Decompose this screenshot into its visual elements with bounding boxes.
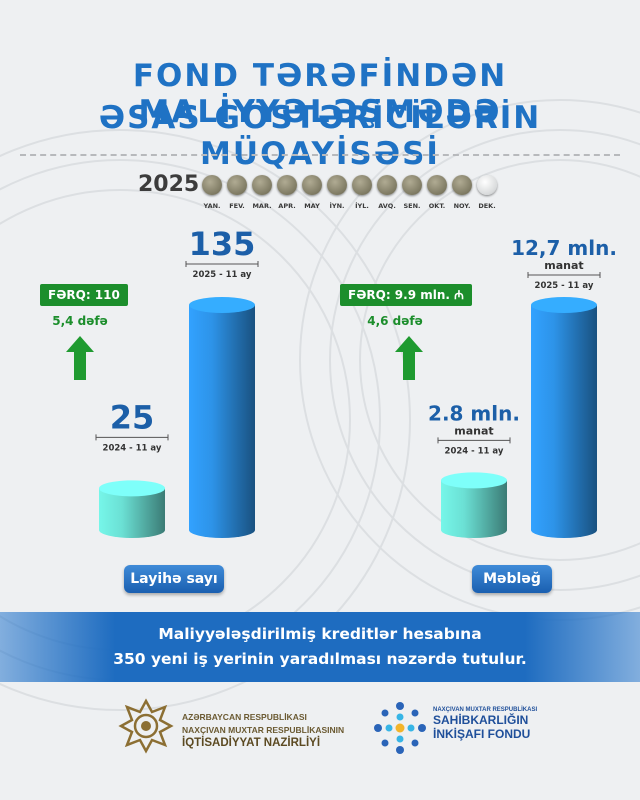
month-1: YAN. <box>200 175 224 210</box>
info-banner: Maliyyələşdirilmiş kreditlər hesabına 35… <box>0 612 640 682</box>
month-label: NOY. <box>453 202 471 210</box>
period-label: 2024 - 11 ay <box>445 446 504 456</box>
month-dot <box>202 175 222 195</box>
bar-top <box>531 297 597 313</box>
divider <box>20 154 620 156</box>
month-label: MAR. <box>252 202 272 210</box>
period-label: 2025 - 11 ay <box>193 270 252 280</box>
month-11: NOY. <box>450 175 474 210</box>
month-3: MAR. <box>250 175 274 210</box>
fund-line-3: İNKİŞAFI FONDU <box>433 727 531 741</box>
emblem-icon <box>118 698 174 754</box>
month-7: İYL. <box>350 175 374 210</box>
difference-badge-count: FƏRQ: 110 <box>40 284 128 306</box>
month-dot <box>427 175 447 195</box>
month-4: APR. <box>275 175 299 210</box>
category-label-count: Layihə sayı <box>124 565 224 593</box>
month-label: İYL. <box>355 202 369 210</box>
month-9: SEN. <box>400 175 424 210</box>
ratio-count: 5,4 dəfə <box>52 314 108 328</box>
month-label: MAY <box>304 202 320 210</box>
month-label: İYN. <box>329 202 345 210</box>
month-label: DEK. <box>478 202 496 210</box>
difference-badge-amount: FƏRQ: 9.9 mln. ₼ <box>340 284 472 306</box>
month-dot <box>352 175 372 195</box>
month-5: MAY <box>300 175 324 210</box>
bar-top <box>441 472 507 489</box>
fund-line-2: SAHİBKARLIĞIN <box>433 713 529 727</box>
unit-label: manat <box>454 424 493 437</box>
month-6: İYN. <box>325 175 349 210</box>
month-dot <box>252 175 272 195</box>
up-arrow-icon <box>66 336 94 380</box>
bar-top <box>189 297 255 313</box>
category-label-amount: Məbləğ <box>472 565 552 593</box>
month-dot <box>227 175 247 195</box>
banner-line-2: 350 yeni iş yerinin yaradılması nəzərdə … <box>113 650 527 668</box>
month-dot <box>302 175 322 195</box>
month-2: FEV. <box>225 175 249 210</box>
month-dot <box>477 175 497 195</box>
data-label: 12,7 mln. <box>511 236 617 260</box>
data-label: 25 <box>110 398 155 436</box>
up-arrow-icon <box>395 336 423 380</box>
ministry-line-3: İQTİSADİYYAT NAZİRLİYİ <box>182 737 321 749</box>
month-timeline: YAN. FEV. MAR. APR. MAY İYN. İYL. AVQ. SEN. OKT. N… <box>200 175 510 215</box>
bar-top <box>99 480 165 497</box>
month-8: AVQ. <box>375 175 399 210</box>
month-label: AVQ. <box>378 202 396 210</box>
month-10: OKT. <box>425 175 449 210</box>
ministry-line-2: NAXÇIVAN MUXTAR RESPUBLİKASININ <box>182 725 345 735</box>
data-label: 2.8 mln. <box>428 401 520 425</box>
month-12: DEK. <box>475 175 499 210</box>
month-label: FEV. <box>229 202 245 210</box>
month-dot <box>402 175 422 195</box>
month-label: SEN. <box>403 202 421 210</box>
ministry-name: AZƏRBAYCAN RESPUBLİKASI NAXÇIVAN MUXTAR … <box>182 711 344 750</box>
bar <box>99 488 165 538</box>
month-dot <box>327 175 347 195</box>
bar <box>441 480 507 538</box>
fund-logo-icon <box>374 702 426 754</box>
month-label: YAN. <box>203 202 221 210</box>
period-label: 2025 - 11 ay <box>535 281 594 291</box>
fund-name: NAXÇIVAN MUXTAR RESPUBLİKASI SAHİBKARLIĞ… <box>433 707 537 741</box>
data-label: 135 <box>189 225 256 263</box>
bar <box>531 305 597 538</box>
month-dot <box>277 175 297 195</box>
timeline-year: 2025 <box>138 172 200 197</box>
period-label: 2024 - 11 ay <box>103 443 162 453</box>
ratio-amount: 4,6 dəfə <box>367 314 423 328</box>
month-dot <box>377 175 397 195</box>
ministry-line-1: AZƏRBAYCAN RESPUBLİKASI <box>182 712 307 722</box>
title-line-1: FOND TƏRƏFİNDƏN MALİYYƏLƏŞMƏDƏ <box>132 58 508 130</box>
unit-label: manat <box>544 259 583 272</box>
banner-line-1: Maliyyələşdirilmiş kreditlər hesabına <box>158 625 482 643</box>
month-label: OKT. <box>428 202 446 210</box>
fund-line-1: NAXÇIVAN MUXTAR RESPUBLİKASI <box>433 707 538 713</box>
bar <box>189 305 255 538</box>
month-dot <box>452 175 472 195</box>
month-label: APR. <box>278 202 296 210</box>
